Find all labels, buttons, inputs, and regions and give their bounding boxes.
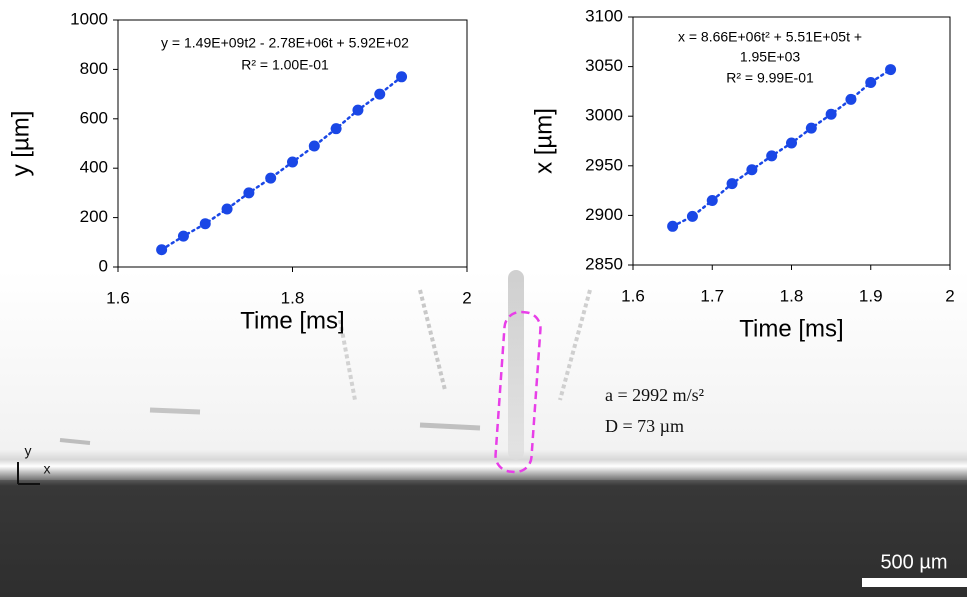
- y-tick-label: 3050: [585, 56, 623, 75]
- streak: [59, 438, 91, 445]
- y-tick-label: 2900: [585, 205, 623, 224]
- x-tick-label: 1.7: [700, 286, 724, 305]
- x-tick-label: 1.8: [780, 286, 804, 305]
- data-point: [177, 230, 189, 242]
- x-tick-label: 1.6: [621, 286, 645, 305]
- substrate: [0, 480, 967, 597]
- equation: 1.95E+03: [740, 49, 801, 65]
- y-axis-label: x [µm]: [530, 108, 557, 174]
- data-point: [396, 71, 408, 83]
- y-tick-label: 200: [80, 207, 108, 226]
- droplet-trail: [508, 270, 524, 460]
- photo-annotation: D = 73 µm: [605, 416, 684, 436]
- y-tick-label: 600: [80, 108, 108, 127]
- streak: [558, 289, 592, 401]
- data-point: [746, 164, 758, 176]
- data-point: [667, 220, 679, 232]
- data-point: [706, 195, 718, 207]
- equation: R² = 1.00E-01: [241, 57, 329, 73]
- y-tick-label: 2950: [585, 155, 623, 174]
- x-axis-label: Time [ms]: [739, 315, 843, 342]
- data-point: [265, 172, 277, 184]
- data-point: [686, 210, 698, 222]
- y-tick-label: 3100: [585, 6, 623, 25]
- x-tick-label: 1.9: [859, 286, 883, 305]
- streak: [418, 289, 447, 391]
- chart: 2850 2900 2950 3000 3050 3100 1.6 1.7 1.8 1.9 2 Tim…: [530, 6, 954, 342]
- photo-background: [0, 270, 967, 597]
- data-point: [287, 156, 298, 168]
- data-point: [865, 76, 877, 88]
- data-point: [766, 150, 778, 162]
- y-tick-label: 0: [99, 256, 108, 275]
- highlight-outline: [494, 310, 542, 474]
- equation: R² = 9.99E-01: [726, 70, 814, 86]
- data-point: [374, 88, 386, 100]
- data-point: [726, 178, 738, 190]
- streak: [149, 407, 201, 415]
- data-point: [845, 93, 857, 105]
- photo-annotation: a = 2992 m/s²: [605, 385, 704, 405]
- y-tick-label: 3000: [585, 106, 623, 125]
- equation: y = 1.49E+09t2 - 2.78E+06t + 5.92E+02: [161, 35, 409, 51]
- data-point: [221, 203, 233, 215]
- trend-line: [160, 75, 403, 251]
- photo: a = 2992 m/s² D = 73 µm y x 500 µm: [0, 270, 967, 597]
- x-tick-label: 1.8: [281, 288, 305, 307]
- y-tick-label: 1000: [70, 9, 108, 28]
- x-tick-label: 1.6: [106, 288, 130, 307]
- data-point: [199, 218, 211, 230]
- streak: [419, 422, 481, 431]
- x-tick-label: 2: [945, 286, 954, 305]
- axis-letter: x: [44, 461, 51, 477]
- y-tick-label: 2850: [585, 254, 623, 273]
- x-axis-label: Time [ms]: [240, 307, 344, 334]
- data-point: [330, 123, 342, 135]
- scale-bar: [862, 578, 967, 587]
- data-point: [825, 108, 837, 120]
- y-axis-label: y [µm]: [7, 111, 34, 177]
- equation: x = 8.66E+06t² + 5.51E+05t +: [678, 29, 862, 45]
- chart: 0 200 400 600 800 1000 1.6 1.8 2 Time [ms] y [µm] y…: [7, 9, 471, 334]
- y-tick-label: 400: [80, 158, 108, 177]
- data-point: [885, 64, 897, 76]
- data-point: [243, 187, 255, 199]
- y-tick-label: 800: [80, 59, 108, 78]
- axis-letter: y: [25, 443, 32, 459]
- trend-line: [671, 68, 892, 228]
- data-point: [805, 122, 817, 134]
- x-tick-label: 2: [462, 288, 471, 307]
- data-point: [308, 140, 320, 152]
- data-point: [156, 244, 168, 256]
- scale-bar-label: 500 µm: [880, 551, 947, 573]
- data-point: [352, 104, 364, 116]
- data-point: [786, 137, 797, 149]
